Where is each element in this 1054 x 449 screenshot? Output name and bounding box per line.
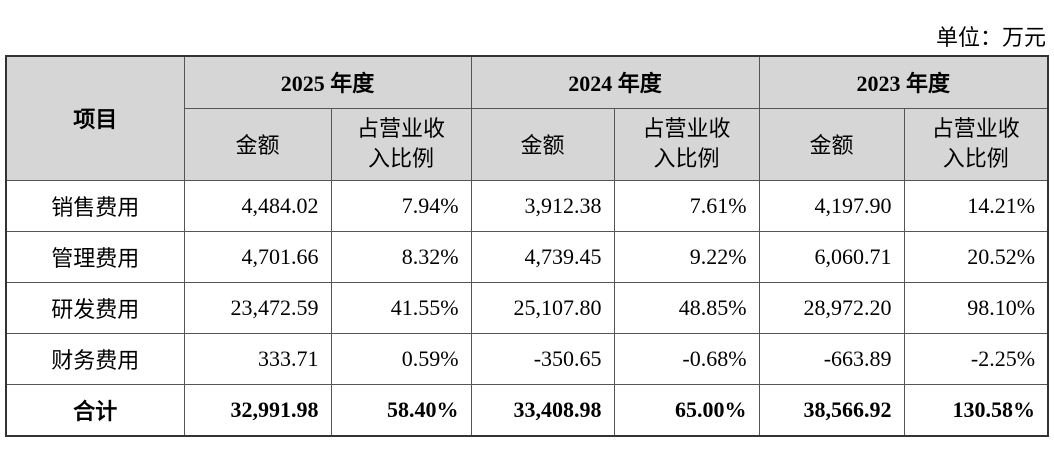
ratio-header-cell: 占营业收入比例: [903, 107, 1049, 181]
header-row: 项目 2025 年度 2024 年度 2023 年度: [5, 55, 1049, 181]
table-header: 项目 2025 年度 2024 年度 2023 年度 金额 占营业收入比例 金额 占营业收入…: [5, 55, 1049, 181]
value-cell: 28,972.20: [758, 281, 905, 334]
value-cell: 98.10%: [903, 281, 1049, 334]
value-cell: 333.71: [183, 332, 332, 385]
table-row: 管理费用 4,701.66 8.32% 4,739.45 9.22% 6,060.71 20…: [5, 230, 1049, 283]
header-row: 金额 占营业收入比例 金额 占营业收入比例 金额 占营业收入比例: [6, 107, 1049, 181]
row-label: 管理费用: [5, 230, 185, 283]
value-cell: 65.00%: [613, 383, 760, 436]
value-cell: 41.55%: [330, 281, 472, 334]
value-cell: 4,197.90: [758, 179, 905, 232]
year-header: 2024 年度: [470, 55, 760, 109]
row-label: 合计: [5, 383, 185, 436]
value-cell: 8.32%: [330, 230, 472, 283]
value-cell: 4,701.66: [183, 230, 332, 283]
value-cell: 38,566.92: [758, 383, 905, 436]
value-cell: 32,991.98: [183, 383, 332, 436]
value-cell: 9.22%: [613, 230, 760, 283]
table-row: 财务费用 333.71 0.59% -350.65 -0.68% -663.89 -2.25…: [5, 332, 1049, 385]
value-cell: 33,408.98: [470, 383, 615, 436]
value-cell: 0.59%: [330, 332, 472, 385]
value-cell: 6,060.71: [758, 230, 905, 283]
row-label: 研发费用: [5, 281, 185, 334]
value-cell: -0.68%: [613, 332, 760, 385]
unit-label: 单位：万元: [935, 25, 1046, 50]
value-cell: -2.25%: [903, 332, 1049, 385]
value-cell: 3,912.38: [470, 179, 615, 232]
table-row: 销售费用 4,484.02 7.94% 3,912.38 7.61% 4,197.90 14…: [5, 179, 1049, 232]
amount-header: 金额: [470, 107, 615, 181]
ratio-header: 占营业收入比例: [356, 116, 445, 171]
row-label: 销售费用: [5, 179, 185, 232]
amount-header: 金额: [183, 107, 332, 181]
ratio-header-cell: 占营业收入比例: [330, 107, 472, 181]
year-header: 2023 年度: [758, 55, 1049, 109]
table-row: 研发费用 23,472.59 41.55% 25,107.80 48.85% 28,972…: [5, 281, 1049, 334]
year-header: 2025 年度: [183, 55, 472, 109]
value-cell: 48.85%: [613, 281, 760, 334]
value-cell: 7.94%: [330, 179, 472, 232]
ratio-header-cell: 占营业收入比例: [613, 107, 760, 181]
value-cell: 4,484.02: [183, 179, 332, 232]
expense-table: 项目 2025 年度 2024 年度 2023 年度 金额 占营业收入比例 金额 占营业收入…: [5, 55, 1050, 437]
value-cell: 23,472.59: [183, 281, 332, 334]
row-label: 财务费用: [5, 332, 185, 385]
ratio-header: 占营业收入比例: [931, 116, 1020, 171]
value-cell: -663.89: [758, 332, 905, 385]
value-cell: 14.21%: [903, 179, 1049, 232]
value-cell: 58.40%: [330, 383, 472, 436]
table-body: 销售费用 4,484.02 7.94% 3,912.38 7.61% 4,197.90 14…: [5, 179, 1049, 436]
value-cell: -350.65: [470, 332, 615, 385]
value-cell: 20.52%: [903, 230, 1049, 283]
value-cell: 4,739.45: [470, 230, 615, 283]
value-cell: 7.61%: [613, 179, 760, 232]
value-cell: 25,107.80: [470, 281, 615, 334]
item-header: 项目: [5, 55, 185, 181]
table-row: 合计 32,991.98 58.40% 33,408.98 65.00% 38,566.9…: [5, 383, 1049, 436]
value-cell: 130.58%: [903, 383, 1049, 436]
amount-header: 金额: [758, 107, 905, 181]
ratio-header: 占营业收入比例: [642, 116, 731, 171]
